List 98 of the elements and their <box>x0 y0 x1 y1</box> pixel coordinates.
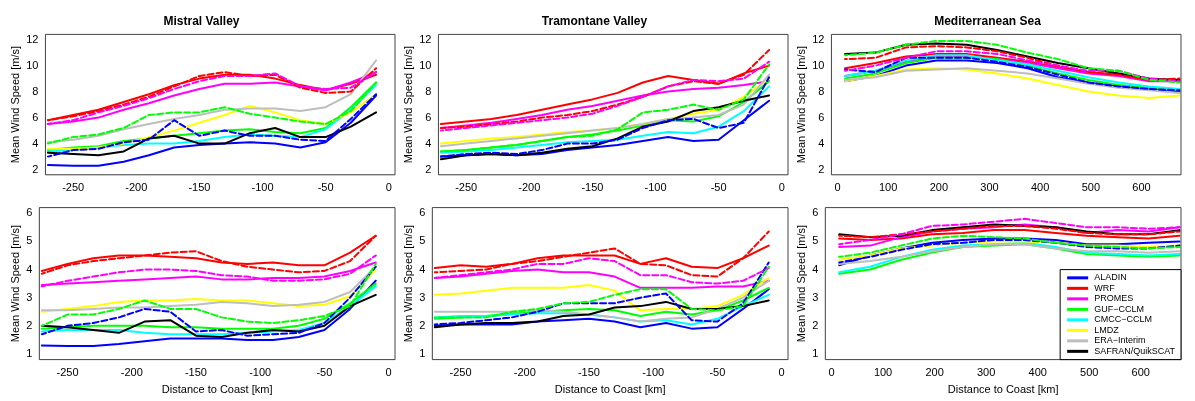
y-tick-label: 8 <box>32 84 39 97</box>
y-tick-label: 12 <box>419 32 432 45</box>
y-tick-label: 3 <box>419 290 426 303</box>
x-tick-label: -50 <box>317 181 334 194</box>
x-tick-label: 600 <box>1132 181 1151 194</box>
y-tick-label: 8 <box>425 84 432 97</box>
y-tick-label: 10 <box>419 58 432 71</box>
x-tick-label: -100 <box>251 181 274 194</box>
line-series <box>838 234 1181 258</box>
x-tick-label: 0 <box>778 181 785 194</box>
x-axis-title: Distance to Coast [km] <box>947 383 1059 396</box>
chart-title: Mistral Valley <box>163 13 240 28</box>
chart-title: Mediterranean Sea <box>934 13 1042 28</box>
y-tick-label: 6 <box>818 110 825 123</box>
x-tick-label: -100 <box>642 366 665 379</box>
legend-label: LMDZ <box>1094 324 1120 335</box>
y-tick-label: 6 <box>425 110 432 123</box>
y-tick-label: 12 <box>812 32 825 45</box>
y-axis-title: Mean Wind Speed [m/s] <box>8 45 21 164</box>
y-tick-label: 10 <box>26 58 39 71</box>
x-tick-label: -150 <box>184 366 207 379</box>
x-tick-label: -150 <box>581 181 604 194</box>
x-tick-label: -250 <box>449 366 472 379</box>
y-tick-label: 4 <box>812 262 819 275</box>
line-series <box>433 230 770 278</box>
line-series <box>40 265 377 337</box>
x-tick-label: 0 <box>778 366 785 379</box>
x-tick-label: 0 <box>385 366 392 379</box>
y-tick-label: 6 <box>419 206 426 219</box>
y-tick-label: 2 <box>818 162 825 175</box>
legend-label: WRF <box>1094 282 1116 293</box>
x-tick-label: 500 <box>1081 181 1100 194</box>
x-tick-label: -50 <box>710 181 727 194</box>
x-tick-label: -150 <box>188 181 211 194</box>
x-tick-label: -250 <box>455 181 478 194</box>
y-tick-label: 6 <box>26 206 33 219</box>
x-tick-label: -100 <box>644 181 667 194</box>
x-tick-label: -50 <box>709 366 726 379</box>
x-tick-label: -50 <box>316 366 333 379</box>
y-tick-label: 3 <box>26 290 33 303</box>
y-tick-label: 1 <box>419 347 426 359</box>
x-tick-label: -250 <box>62 181 85 194</box>
line-series <box>439 49 771 129</box>
y-axis-title: Mean Wind Speed [m/s] <box>401 45 414 164</box>
x-tick-label: 0 <box>385 181 392 194</box>
x-tick-label: -200 <box>120 366 143 379</box>
x-tick-label: 500 <box>1080 366 1099 379</box>
y-tick-label: 1 <box>26 347 33 359</box>
x-tick-label: 400 <box>1028 366 1047 379</box>
legend-label: CMCC−CCLM <box>1094 314 1152 325</box>
y-tick-label: 2 <box>26 318 33 331</box>
x-tick-label: 600 <box>1131 366 1150 379</box>
x-tick-label: -250 <box>56 366 79 379</box>
y-tick-label: 5 <box>26 234 33 247</box>
legend-label: ALADIN <box>1094 272 1127 283</box>
x-tick-label: 200 <box>925 366 944 379</box>
y-axis-title: Mean Wind Speed [m/s] <box>794 224 807 343</box>
x-tick-label: 100 <box>879 181 898 194</box>
x-tick-label: 300 <box>976 366 996 379</box>
legend-label: GUF−CCLM <box>1094 303 1144 314</box>
x-tick-label: 400 <box>1030 181 1050 194</box>
x-tick-label: -150 <box>577 366 600 379</box>
legend-label: PROMES <box>1094 293 1134 304</box>
x-tick-label: -100 <box>249 366 272 379</box>
y-axis-title: Mean Wind Speed [m/s] <box>401 224 414 343</box>
y-tick-label: 4 <box>32 136 39 149</box>
x-tick-label: -200 <box>125 181 148 194</box>
y-tick-label: 3 <box>812 290 819 303</box>
y-tick-label: 5 <box>419 234 426 247</box>
x-tick-label: 0 <box>834 181 841 194</box>
y-tick-label: 12 <box>26 32 39 45</box>
y-axis-title: Mean Wind Speed [m/s] <box>8 224 21 343</box>
legend-label: ERA−Interim <box>1094 335 1146 346</box>
y-tick-label: 6 <box>32 110 39 123</box>
x-tick-label: -200 <box>518 181 541 194</box>
y-tick-label: 2 <box>419 318 426 331</box>
y-tick-label: 2 <box>812 318 819 331</box>
y-tick-label: 4 <box>419 262 426 275</box>
y-tick-label: 4 <box>26 262 33 275</box>
chart-title: Tramontane Valley <box>541 13 648 28</box>
x-tick-label: -200 <box>513 366 536 379</box>
y-tick-label: 6 <box>812 206 819 219</box>
y-tick-label: 2 <box>425 162 432 175</box>
y-tick-label: 8 <box>818 84 825 97</box>
y-tick-label: 1 <box>812 347 819 359</box>
x-tick-label: 0 <box>828 366 835 379</box>
x-axis-title: Distance to Coast [km] <box>161 383 273 396</box>
y-tick-label: 5 <box>812 234 819 247</box>
y-tick-label: 2 <box>32 162 39 175</box>
x-axis-title: Distance to Coast [km] <box>554 383 666 396</box>
legend-label: SAFRAN/QuikSCAT <box>1094 345 1176 356</box>
x-tick-label: 300 <box>980 181 999 194</box>
y-tick-label: 4 <box>818 136 825 149</box>
y-tick-label: 10 <box>812 58 825 71</box>
x-tick-label: 100 <box>873 366 893 379</box>
y-tick-label: 4 <box>425 136 432 149</box>
x-tick-label: 200 <box>929 181 949 194</box>
y-axis-title: Mean Wind Speed [m/s] <box>794 45 807 164</box>
